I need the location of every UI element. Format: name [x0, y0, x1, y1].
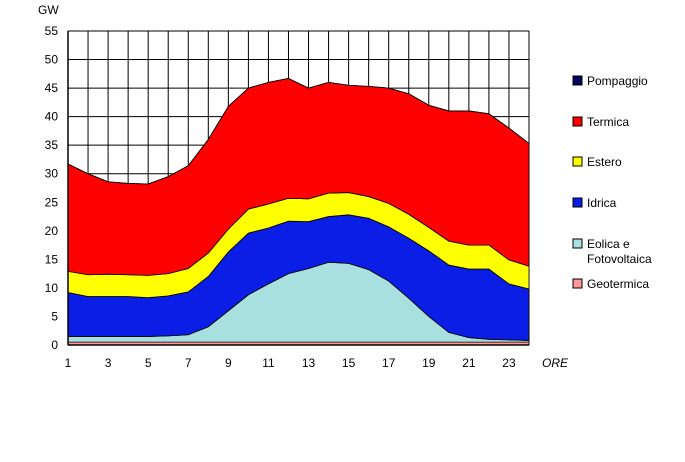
legend-label-termica: Termica	[587, 115, 629, 129]
legend-swatch-termica	[572, 116, 583, 127]
area-pompaggio	[67, 77, 530, 185]
x-tick-label: 15	[342, 356, 356, 370]
x-tick-label: 11	[262, 356, 275, 370]
y-tick-labels: 0 5 10 15 20 25 30 35 40 45 50 55	[45, 24, 59, 352]
legend-label-estero: Estero	[587, 155, 622, 169]
legend-swatch-idrica	[572, 197, 583, 208]
y-tick-label: 5	[51, 309, 58, 323]
plot-areas	[67, 77, 530, 346]
y-tick-label: 35	[45, 138, 59, 152]
y-tick-label: 50	[45, 53, 59, 67]
y-tick-label: 30	[45, 167, 59, 181]
x-tick-label: 17	[382, 356, 396, 370]
legend: Pompaggio Termica Estero Idrica Eolica eFoto…	[572, 74, 652, 291]
y-tick-label: 10	[45, 281, 59, 295]
y-tick-label: 20	[45, 224, 59, 238]
y-axis-unit: GW	[38, 3, 59, 17]
y-tick-label: 15	[45, 252, 59, 266]
x-tick-label: 9	[225, 356, 232, 370]
axes	[67, 31, 529, 346]
legend-label-pompaggio: Pompaggio	[587, 74, 648, 88]
x-tick-labels: 1 3 5 7 9 11 13 15 17 19 21 23	[65, 356, 516, 370]
y-tick-label: 40	[45, 110, 59, 124]
legend-swatch-estero	[572, 156, 583, 167]
y-tick-label: 45	[45, 81, 59, 95]
x-tick-label: 3	[105, 356, 112, 370]
x-tick-label: 7	[185, 356, 192, 370]
legend-label-eolica-e-fotovoltaica: Fotovoltaica	[587, 252, 652, 266]
y-tick-label: 0	[51, 338, 58, 352]
x-tick-label: 13	[302, 356, 316, 370]
x-axis-unit: ORE	[542, 356, 569, 370]
legend-swatch-pompaggio	[572, 75, 583, 86]
y-tick-label: 25	[45, 195, 59, 209]
legend-swatch-eolica-e-fotovoltaica	[572, 238, 583, 249]
legend-label-eolica-e-fotovoltaica: Eolica e	[587, 237, 630, 251]
legend-swatch-geotermica	[572, 278, 583, 289]
y-tick-label: 55	[45, 24, 59, 38]
x-tick-label: 23	[502, 356, 516, 370]
legend-label-idrica: Idrica	[587, 196, 617, 210]
legend-label-geotermica: Geotermica	[587, 277, 649, 291]
x-tick-label: 19	[422, 356, 436, 370]
x-tick-label: 5	[145, 356, 152, 370]
x-tick-label: 21	[462, 356, 476, 370]
x-tick-label: 1	[65, 356, 72, 370]
